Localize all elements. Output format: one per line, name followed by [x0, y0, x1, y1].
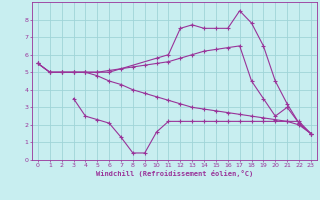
X-axis label: Windchill (Refroidissement éolien,°C): Windchill (Refroidissement éolien,°C): [96, 170, 253, 177]
